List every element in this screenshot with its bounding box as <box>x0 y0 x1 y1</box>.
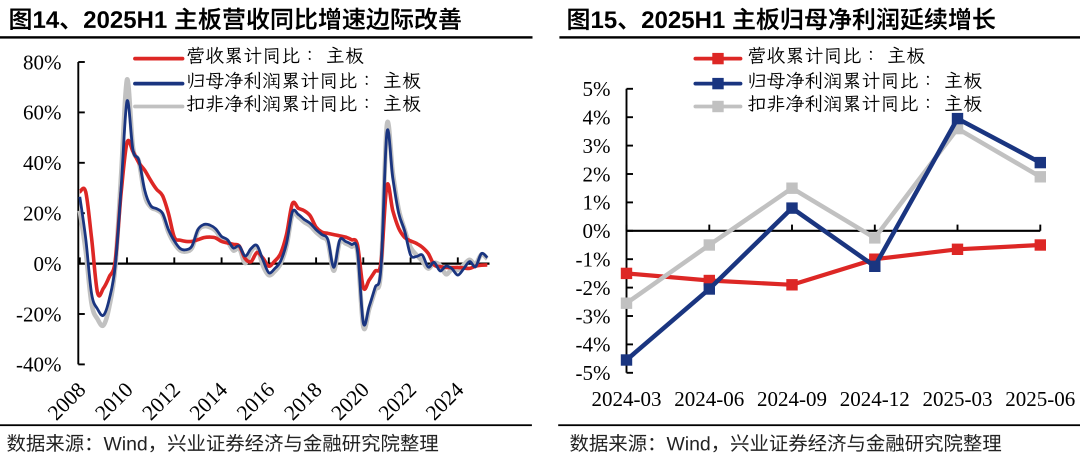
svg-text:5%: 5% <box>583 77 611 101</box>
svg-text:3%: 3% <box>583 134 611 158</box>
svg-text:40%: 40% <box>23 151 62 175</box>
svg-text:-3%: -3% <box>576 304 611 328</box>
svg-text:-4%: -4% <box>576 333 611 357</box>
svg-text:2%: 2% <box>583 162 611 186</box>
svg-text:-2%: -2% <box>576 276 611 300</box>
svg-text:60%: 60% <box>23 101 62 125</box>
svg-text:2024-09: 2024-09 <box>757 387 827 411</box>
svg-text:2024-03: 2024-03 <box>592 387 662 411</box>
svg-text:2024-12: 2024-12 <box>840 387 910 411</box>
svg-text:1%: 1% <box>583 191 611 215</box>
svg-text:-5%: -5% <box>576 361 611 385</box>
svg-text:0%: 0% <box>583 219 611 243</box>
svg-text:-20%: -20% <box>16 302 62 326</box>
svg-text:-40%: -40% <box>16 353 62 377</box>
svg-text:4%: 4% <box>583 106 611 130</box>
svg-text:2024-06: 2024-06 <box>674 387 744 411</box>
svg-text:-1%: -1% <box>576 248 611 272</box>
svg-text:2025-06: 2025-06 <box>1005 387 1075 411</box>
svg-text:2025-03: 2025-03 <box>923 387 993 411</box>
svg-text:80%: 80% <box>23 50 62 74</box>
svg-text:20%: 20% <box>23 202 62 226</box>
svg-text:0%: 0% <box>34 252 62 276</box>
